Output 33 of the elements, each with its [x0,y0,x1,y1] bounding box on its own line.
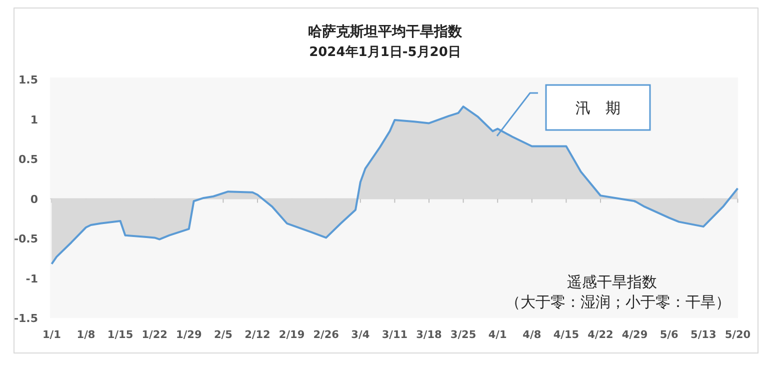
chart-title: 哈萨克斯坦平均干旱指数 [308,24,463,40]
x-tick-label: 4/8 [522,329,542,341]
y-tick-label: -1 [26,272,38,286]
y-tick-label: -0.5 [14,232,38,246]
x-tick-label: 1/29 [176,329,202,341]
y-tick-label: -1.5 [14,312,38,325]
annotation: 遥感干旱指数 [567,273,657,291]
x-tick-label: 2/12 [244,329,270,341]
x-tick-label: 2/26 [313,329,339,341]
x-tick-label: 4/29 [622,329,648,341]
x-tick-label: 1/22 [142,329,168,341]
x-tick-label: 1/15 [107,329,134,341]
x-tick-label: 3/25 [450,329,476,341]
x-tick-label: 3/11 [382,329,408,341]
y-tick-label: 0 [30,192,38,206]
y-tick-label: 1 [30,113,38,126]
x-tick-label: 3/4 [351,329,370,341]
chart-subtitle: 2024年1月1日-5月20日 [309,45,461,60]
y-tick-label: 1.5 [18,74,38,86]
x-tick-label: 3/18 [416,329,442,341]
x-tick-label: 2/5 [214,329,232,341]
x-tick-label: 5/13 [690,329,716,341]
y-tick-label: 0.5 [18,153,38,166]
x-tick-label: 1/1 [42,329,61,341]
x-tick-label: 2/19 [278,329,305,341]
x-tick-label: 5/20 [724,329,751,341]
x-tick-label: 4/1 [488,329,507,341]
x-tick-label: 4/15 [553,329,580,341]
x-tick-label: 5/6 [660,329,678,341]
x-tick-label: 1/8 [76,329,96,341]
annotation: （大于零：湿润；小于零：干旱） [506,293,730,311]
annotation: 汛 期 [576,99,620,117]
x-tick-label: 4/22 [588,329,614,341]
